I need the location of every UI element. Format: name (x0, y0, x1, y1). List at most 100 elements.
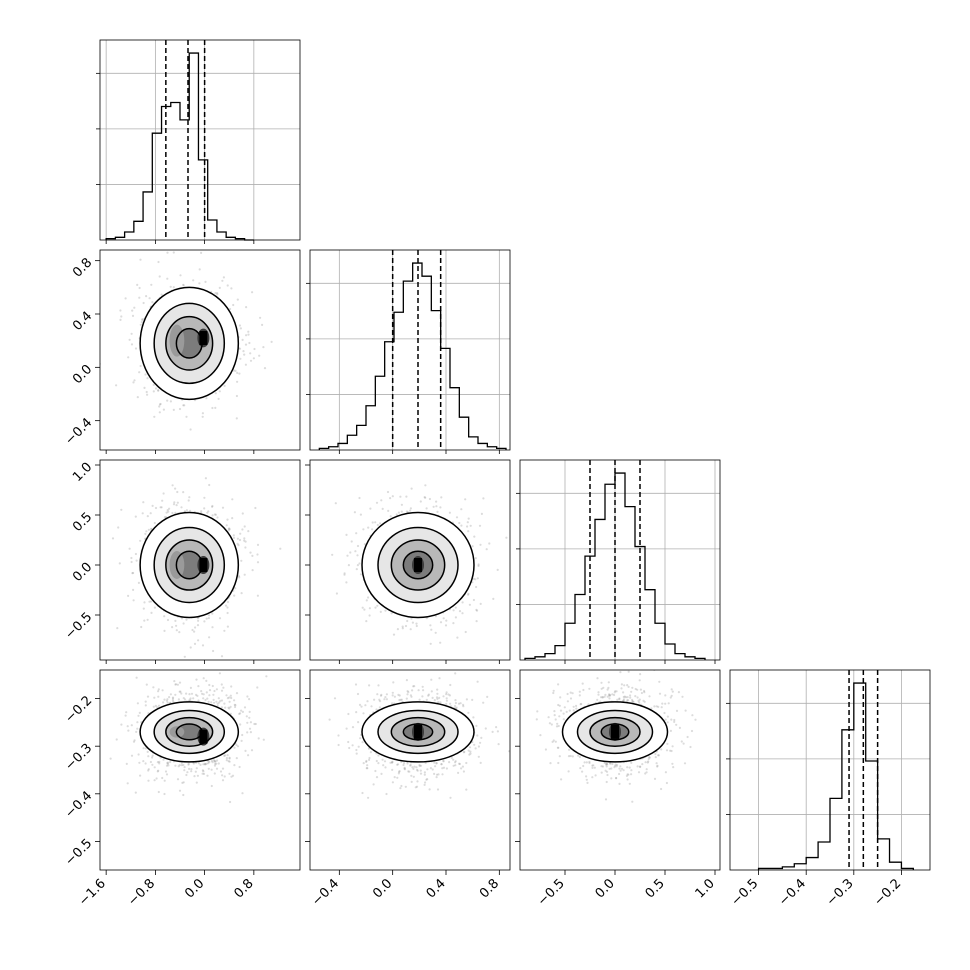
sample-point (492, 597, 495, 601)
sample-point (226, 606, 229, 609)
sample-point (137, 581, 140, 585)
sample-point (254, 722, 257, 726)
sample-point (139, 323, 142, 326)
sample-point (169, 400, 172, 403)
sample-point (355, 568, 358, 571)
sample-point (236, 745, 240, 748)
sample-point (390, 761, 394, 764)
sample-point (657, 705, 660, 709)
sample-point (237, 544, 240, 547)
sample-point (226, 518, 229, 521)
sample-point (604, 769, 607, 772)
sample-point (208, 683, 211, 687)
sample-point (398, 770, 401, 773)
sample-point (411, 766, 414, 769)
sample-point (423, 771, 426, 774)
sample-point (236, 542, 239, 545)
sample-point (157, 790, 160, 794)
sample-point (476, 680, 479, 683)
sample-point (364, 704, 367, 707)
sample-point (207, 617, 210, 620)
sample-point (149, 512, 152, 515)
sample-point (185, 509, 188, 512)
sample-point (185, 773, 188, 777)
sample-point (227, 529, 230, 532)
sample-point (650, 707, 653, 710)
sample-point (393, 695, 396, 698)
sample-point (412, 767, 415, 771)
sample-point (183, 510, 186, 513)
sample-point (153, 415, 156, 418)
sample-point (125, 762, 128, 766)
sample-point (480, 512, 483, 516)
sample-point (188, 767, 191, 771)
sample-point (432, 505, 435, 508)
sample-point (242, 350, 245, 353)
sample-point (243, 525, 246, 528)
sample-point (694, 718, 697, 721)
sample-point (197, 685, 200, 688)
sample-point (202, 763, 205, 766)
sample-point (377, 684, 380, 687)
sample-point (347, 740, 350, 744)
sample-point (439, 701, 442, 704)
sample-point (396, 763, 399, 766)
sample-point (237, 575, 241, 578)
pair-panel-2-1 (305, 459, 511, 661)
sample-point (248, 727, 252, 730)
sample-point (476, 734, 479, 737)
sample-point (412, 775, 415, 778)
sample-point (511, 753, 513, 755)
sample-point (434, 631, 437, 634)
sample-point (477, 755, 480, 758)
sample-point (192, 279, 195, 282)
sample-point (160, 506, 163, 509)
sample-point (378, 706, 381, 709)
sample-point (622, 695, 625, 699)
sample-point (168, 696, 171, 699)
sample-point (240, 739, 243, 743)
sample-point (251, 554, 254, 558)
sample-point (197, 762, 200, 765)
sample-point (435, 696, 439, 699)
sample-point (156, 761, 159, 764)
contour-line (390, 539, 446, 591)
sample-point (203, 763, 206, 766)
panel-frame (99, 249, 301, 451)
sample-point (396, 776, 399, 779)
sample-point (138, 711, 141, 715)
sample-point (181, 655, 183, 657)
sample-point (226, 754, 229, 757)
sample-point (660, 706, 663, 709)
sample-point (259, 316, 262, 319)
sample-point (582, 764, 585, 768)
sample-point (448, 511, 451, 514)
sample-point (660, 787, 663, 791)
sample-point (119, 309, 122, 312)
sample-point (228, 707, 231, 710)
sample-point (120, 315, 123, 318)
sample-point (399, 698, 402, 702)
sample-point (195, 678, 198, 681)
sample-point (438, 696, 441, 700)
sample-point (670, 694, 673, 697)
sample-point (212, 698, 215, 702)
sample-point (166, 761, 169, 765)
sample-point (244, 363, 247, 366)
sample-point (484, 727, 487, 730)
sample-point (128, 547, 131, 550)
sample-point (166, 509, 169, 512)
sample-point (376, 693, 379, 696)
sample-point (604, 763, 608, 766)
sample-point (452, 622, 455, 625)
sample-point (169, 760, 172, 764)
sample-point (467, 517, 470, 520)
sample-point (168, 507, 171, 510)
sample-point (188, 693, 191, 696)
sample-point (657, 754, 660, 757)
sample-point (151, 754, 154, 757)
sample-point (186, 771, 189, 774)
sample-point (454, 764, 457, 767)
histogram-step (105, 52, 254, 241)
sample-point (134, 791, 137, 794)
